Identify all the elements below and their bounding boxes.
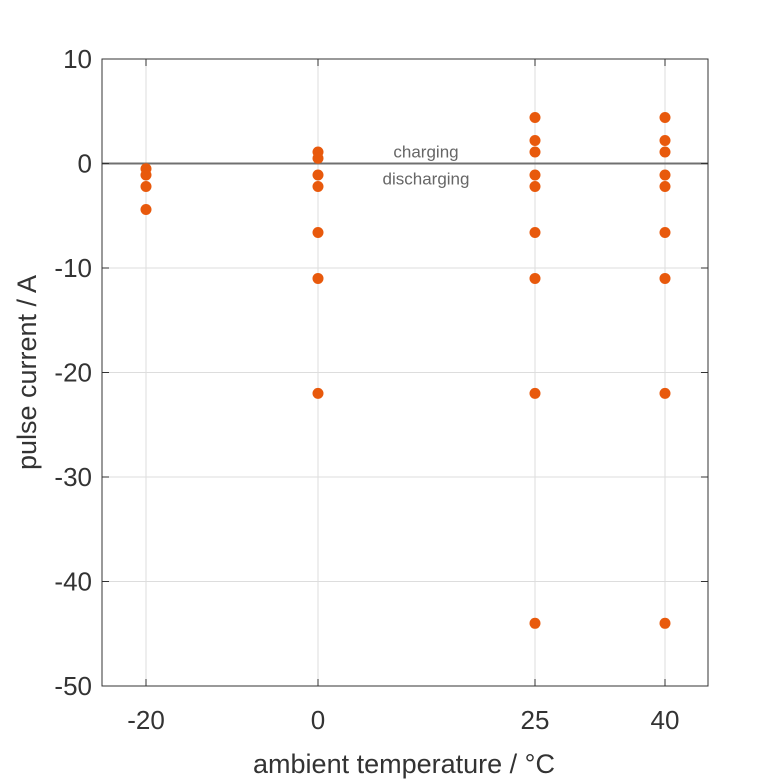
data-point — [312, 169, 324, 181]
data-point — [659, 226, 671, 238]
data-point — [659, 617, 671, 629]
data-point — [529, 146, 541, 158]
y-tick-label: -10 — [54, 253, 92, 283]
y-axis-label: pulse current / A — [12, 275, 42, 470]
axis-ticks — [102, 58, 708, 687]
data-point — [529, 112, 541, 124]
data-point — [529, 617, 541, 629]
data-point — [312, 387, 324, 399]
data-point — [659, 112, 671, 124]
data-point — [312, 272, 324, 284]
discharging-annotation: discharging — [383, 170, 470, 189]
data-point — [529, 387, 541, 399]
data-point — [659, 146, 671, 158]
data-point — [312, 152, 324, 164]
data-point — [529, 169, 541, 181]
x-tick-label: 0 — [311, 705, 325, 735]
y-tick-label: -20 — [54, 358, 92, 388]
y-tick-labels: 10 0 -10 -20 -30 -40 -50 — [54, 44, 92, 701]
x-tick-label: 40 — [651, 705, 680, 735]
y-tick-label: -30 — [54, 462, 92, 492]
data-point — [529, 272, 541, 284]
data-point — [529, 226, 541, 238]
y-tick-label: -40 — [54, 567, 92, 597]
data-point — [140, 169, 152, 181]
x-tick-labels: -20 0 25 40 — [127, 705, 679, 735]
data-point — [529, 180, 541, 192]
data-point — [140, 180, 152, 192]
data-point — [529, 135, 541, 147]
y-tick-label: -50 — [54, 671, 92, 701]
data-point — [659, 135, 671, 147]
charging-annotation: charging — [393, 143, 458, 162]
data-point — [312, 226, 324, 238]
y-tick-label: 10 — [63, 44, 92, 74]
x-tick-label: -20 — [127, 705, 165, 735]
data-point — [659, 169, 671, 181]
x-axis-label: ambient temperature / °C — [253, 749, 555, 779]
data-point — [659, 180, 671, 192]
data-point — [312, 180, 324, 192]
data-point — [659, 272, 671, 284]
data-points — [140, 112, 671, 629]
data-point — [659, 387, 671, 399]
y-tick-label: 0 — [78, 149, 92, 179]
data-point — [140, 203, 152, 215]
x-tick-label: 25 — [521, 705, 550, 735]
